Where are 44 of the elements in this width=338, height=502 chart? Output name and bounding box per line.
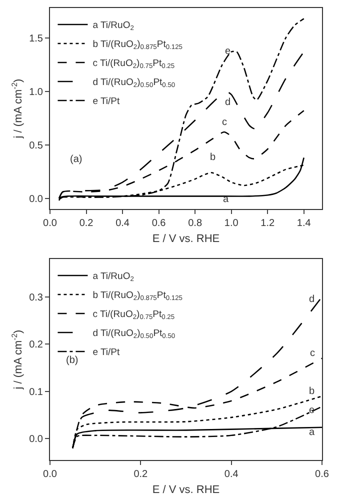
legend-label: d Ti/(RuO$_{2}$)$_{0.50}$Pt$_{0.50}$ — [92, 328, 176, 340]
y-tick-label: 0.1 — [29, 386, 44, 398]
annotation: a — [309, 427, 315, 438]
annotation: b — [210, 152, 216, 163]
x-tick-label: 0.6 — [315, 469, 330, 480]
x-tick-label: 1.4 — [296, 218, 312, 229]
x-tick-label: 0.2 — [79, 218, 94, 229]
annotation: e — [309, 405, 315, 416]
x-tick-label: 0.4 — [224, 469, 239, 480]
y-tick-label: 0.3 — [29, 292, 44, 304]
annotation: d — [309, 294, 315, 305]
x-tick-label: 0.2 — [134, 469, 148, 480]
legend-label: e Ti/Pt — [92, 347, 120, 358]
x-tick-label: 1.2 — [260, 218, 275, 229]
x-tick-label: 0.0 — [43, 469, 58, 480]
y-tick-label: 0.2 — [29, 340, 44, 351]
annotation: (a) — [70, 154, 82, 165]
y-tick-label: 0.0 — [29, 194, 44, 205]
legend-label: d Ti/(RuO$_{2}$)$_{0.50}$Pt$_{0.50}$ — [92, 77, 176, 90]
x-tick-label: 1.0 — [224, 218, 239, 229]
x-tick-label: 0.0 — [43, 218, 58, 229]
annotation: (b) — [66, 355, 78, 366]
annotation: c — [222, 117, 227, 128]
legend-label: c Ti/(RuO$_{2}$)$_{0.75}$Pt$_{0.25}$ — [92, 309, 175, 322]
legend-label: b Ti/(RuO$_{2}$)$_{0.875}$Pt$_{0.125}$ — [92, 290, 183, 302]
y-tick-label: 1.5 — [29, 33, 44, 44]
y-tick-label: 1.0 — [29, 86, 44, 98]
legend-label: e Ti/Pt — [92, 96, 120, 108]
x-tick-label: 0.6 — [152, 218, 166, 229]
annotation: c — [310, 348, 315, 359]
legend-label: c Ti/(RuO$_{2}$)$_{0.75}$Pt$_{0.25}$ — [92, 58, 175, 70]
annotation: b — [309, 386, 315, 397]
legend-label: a Ti/RuO$_{2}$ — [92, 20, 134, 32]
y-tick-label: 0.0 — [29, 434, 44, 446]
x-axis-title: E / V vs. RHE — [152, 484, 220, 496]
annotation: e — [225, 46, 231, 57]
legend-label: a Ti/RuO$_{2}$ — [92, 271, 134, 284]
x-tick-label: 0.4 — [116, 218, 130, 229]
legend-label: b Ti/(RuO$_{2}$)$_{0.875}$Pt$_{0.125}$ — [92, 39, 183, 52]
annotation: d — [225, 97, 231, 108]
y-tick-label: 0.5 — [29, 140, 44, 152]
x-tick-label: 0.8 — [188, 218, 202, 229]
x-axis-title: E / V vs. RHE — [152, 233, 220, 246]
annotation: a — [223, 194, 229, 205]
